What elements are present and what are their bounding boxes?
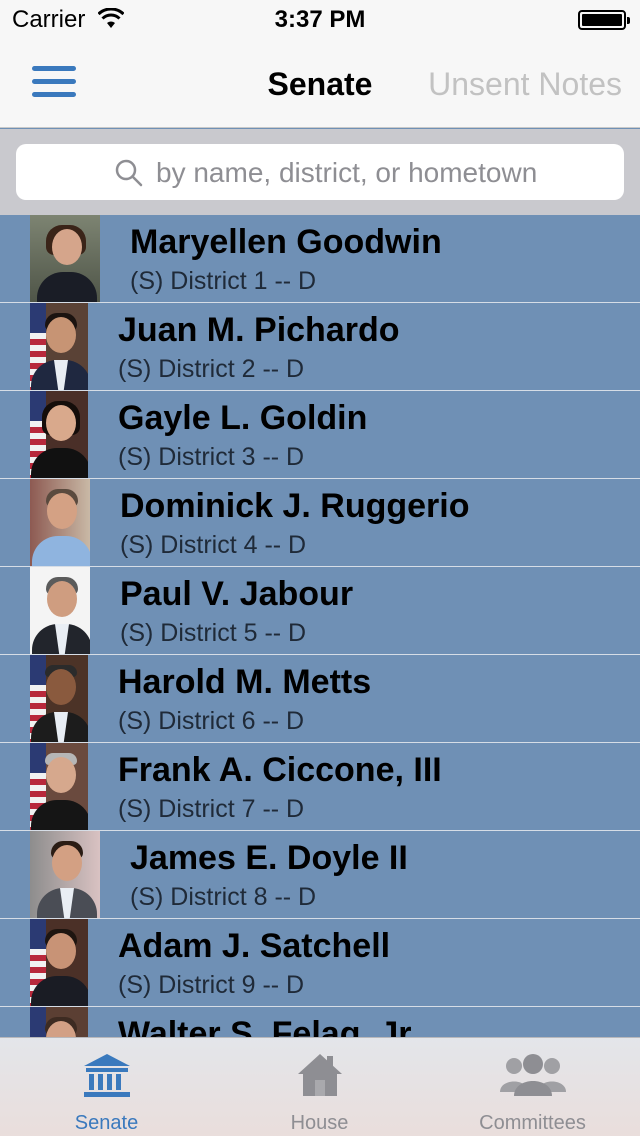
senator-name: Frank A. Ciccone, III [118,751,442,789]
senator-photo [30,479,90,566]
battery-icon [578,10,630,30]
list-item[interactable]: Harold M. Metts (S) District 6 -- D [0,655,640,743]
tab-bar: Senate House Committees [0,1037,640,1136]
senator-photo [30,1007,88,1037]
senator-district: (S) District 3 -- D [118,443,305,471]
unsent-notes-button[interactable]: Unsent Notes [428,66,622,102]
search-bar: by name, district, or hometown [0,129,640,215]
senator-district: (S) District 5 -- D [120,619,307,647]
search-icon [115,159,143,187]
senator-name: Paul V. Jabour [120,575,354,613]
senator-name: Juan M. Pichardo [118,311,400,349]
list-item[interactable]: Adam J. Satchell (S) District 9 -- D [0,919,640,1007]
senator-district: (S) District 4 -- D [120,531,307,559]
senator-photo [30,215,100,302]
clock: 3:37 PM [274,6,366,33]
senator-district: (S) District 9 -- D [118,971,305,999]
house-icon [297,1054,342,1096]
navigation-bar: Senate Unsent Notes [0,40,640,128]
list-item[interactable]: Dominick J. Ruggerio (S) District 4 -- D [0,479,640,567]
senator-district: (S) District 2 -- D [118,355,305,383]
tab-committees-label: Committees [479,1112,586,1134]
senator-name: Dominick J. Ruggerio [120,487,470,525]
senator-photo [30,743,88,830]
list-item[interactable]: James E. Doyle II (S) District 8 -- D [0,831,640,919]
senator-district: (S) District 8 -- D [130,883,317,911]
senator-name: Walter S. Felag, Jr. [118,1015,420,1037]
list-item[interactable]: Walter S. Felag, Jr. (S) District 10 -- … [0,1007,640,1037]
list-item[interactable]: Gayle L. Goldin (S) District 3 -- D [0,391,640,479]
tab-house-label: House [290,1112,349,1134]
status-bar: Carrier 3:37 PM [0,0,640,40]
senator-photo [30,391,88,478]
senator-photo [30,655,88,742]
senator-district: (S) District 7 -- D [118,795,305,823]
list-item[interactable]: Paul V. Jabour (S) District 5 -- D [0,567,640,655]
senator-photo [30,303,88,390]
senator-name: James E. Doyle II [130,839,408,877]
carrier-label: Carrier [12,6,86,33]
tab-committees[interactable]: Committees [426,1038,639,1136]
tab-senate-label: Senate [74,1112,139,1134]
senator-name: Harold M. Metts [118,663,372,701]
senator-name: Gayle L. Goldin [118,399,368,437]
hamburger-menu-icon[interactable] [32,66,76,100]
wifi-icon [98,8,124,28]
senator-photo [30,831,100,918]
senator-name: Maryellen Goodwin [130,223,442,261]
list-item[interactable]: Juan M. Pichardo (S) District 2 -- D [0,303,640,391]
senator-name: Adam J. Satchell [118,927,391,965]
page-title: Senate [267,66,373,102]
list-item[interactable]: Frank A. Ciccone, III (S) District 7 -- … [0,743,640,831]
senator-photo [30,919,88,1006]
senator-district: (S) District 6 -- D [118,707,305,735]
search-input[interactable]: by name, district, or hometown [16,144,624,200]
senate-building-icon [83,1054,130,1097]
list-item[interactable]: Maryellen Goodwin (S) District 1 -- D [0,215,640,303]
tab-house[interactable]: House [213,1038,426,1136]
search-placeholder: by name, district, or hometown [156,157,538,188]
people-group-icon [499,1054,566,1096]
senator-list[interactable]: Maryellen Goodwin (S) District 1 -- D Ju… [0,215,640,1037]
senator-photo [30,567,90,654]
senator-district: (S) District 1 -- D [130,267,317,295]
tab-senate[interactable]: Senate [0,1038,213,1136]
